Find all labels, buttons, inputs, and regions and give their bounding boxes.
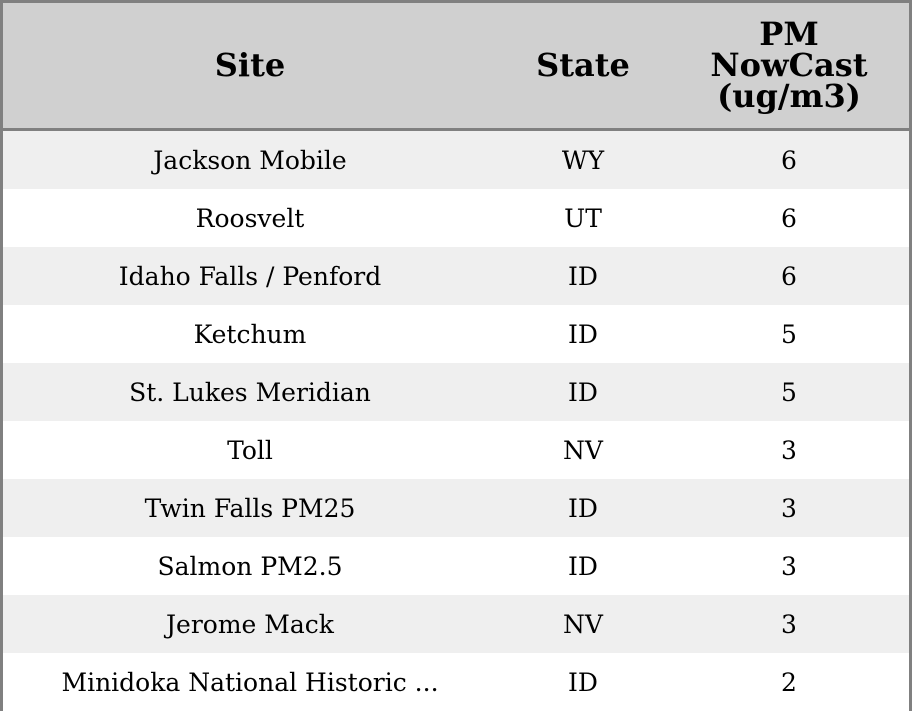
header-row: Site State PM NowCast (ug/m3) (3, 3, 909, 131)
cell-site: Minidoka National Historic ... (3, 653, 497, 711)
cell-state: ID (497, 479, 669, 537)
table-row: Ketchum ID 5 (3, 305, 909, 363)
cell-pm: 2 (669, 653, 909, 711)
cell-state: ID (497, 537, 669, 595)
cell-pm: 3 (669, 595, 909, 653)
data-table: Site State PM NowCast (ug/m3) Jackson Mo… (3, 3, 909, 711)
cell-site: Roosvelt (3, 189, 497, 247)
column-header-state: State (497, 3, 669, 131)
table-row: Jackson Mobile WY 6 (3, 129, 909, 189)
cell-site: Toll (3, 421, 497, 479)
cell-state: ID (497, 653, 669, 711)
table-row: Jerome Mack NV 3 (3, 595, 909, 653)
cell-state: ID (497, 247, 669, 305)
cell-pm: 6 (669, 129, 909, 189)
cell-state: ID (497, 363, 669, 421)
cell-site: Idaho Falls / Penford (3, 247, 497, 305)
cell-pm: 3 (669, 421, 909, 479)
table-row: Toll NV 3 (3, 421, 909, 479)
cell-state: UT (497, 189, 669, 247)
table-row: Minidoka National Historic ... ID 2 (3, 653, 909, 711)
table-row: Twin Falls PM25 ID 3 (3, 479, 909, 537)
cell-site: Salmon PM2.5 (3, 537, 497, 595)
table-row: Idaho Falls / Penford ID 6 (3, 247, 909, 305)
cell-state: NV (497, 595, 669, 653)
cell-pm: 5 (669, 363, 909, 421)
table-row: St. Lukes Meridian ID 5 (3, 363, 909, 421)
cell-pm: 3 (669, 479, 909, 537)
column-header-site: Site (3, 3, 497, 131)
cell-pm: 3 (669, 537, 909, 595)
cell-site: Twin Falls PM25 (3, 479, 497, 537)
cell-pm: 6 (669, 247, 909, 305)
column-header-pm: PM NowCast (ug/m3) (669, 3, 909, 131)
cell-state: NV (497, 421, 669, 479)
cell-site: St. Lukes Meridian (3, 363, 497, 421)
cell-site: Jackson Mobile (3, 129, 497, 189)
cell-state: ID (497, 305, 669, 363)
cell-pm: 6 (669, 189, 909, 247)
table-row: Salmon PM2.5 ID 3 (3, 537, 909, 595)
table-row: Roosvelt UT 6 (3, 189, 909, 247)
cell-site: Ketchum (3, 305, 497, 363)
cell-state: WY (497, 129, 669, 189)
cell-pm: 5 (669, 305, 909, 363)
cell-site: Jerome Mack (3, 595, 497, 653)
